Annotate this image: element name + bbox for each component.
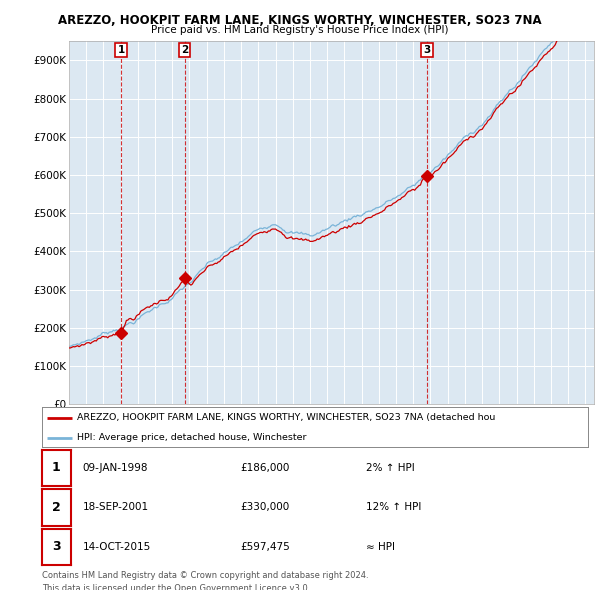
Text: Contains HM Land Registry data © Crown copyright and database right 2024.: Contains HM Land Registry data © Crown c… — [42, 571, 368, 580]
Text: 2: 2 — [52, 501, 61, 514]
Text: 14-OCT-2015: 14-OCT-2015 — [83, 542, 151, 552]
Text: 2: 2 — [181, 45, 188, 55]
Text: 1: 1 — [52, 461, 61, 474]
Text: £186,000: £186,000 — [240, 463, 289, 473]
Text: AREZZO, HOOKPIT FARM LANE, KINGS WORTHY, WINCHESTER, SO23 7NA (detached hou: AREZZO, HOOKPIT FARM LANE, KINGS WORTHY,… — [77, 413, 496, 422]
Text: ≈ HPI: ≈ HPI — [366, 542, 395, 552]
Text: 3: 3 — [52, 540, 61, 553]
Text: £330,000: £330,000 — [240, 503, 289, 512]
Text: 1: 1 — [118, 45, 125, 55]
Text: Price paid vs. HM Land Registry's House Price Index (HPI): Price paid vs. HM Land Registry's House … — [151, 25, 449, 35]
Text: 09-JAN-1998: 09-JAN-1998 — [83, 463, 148, 473]
Text: £597,475: £597,475 — [240, 542, 290, 552]
Text: 2% ↑ HPI: 2% ↑ HPI — [366, 463, 415, 473]
Text: 3: 3 — [423, 45, 430, 55]
Text: 18-SEP-2001: 18-SEP-2001 — [83, 503, 149, 512]
Text: 12% ↑ HPI: 12% ↑ HPI — [366, 503, 421, 512]
Text: HPI: Average price, detached house, Winchester: HPI: Average price, detached house, Winc… — [77, 433, 307, 442]
Text: This data is licensed under the Open Government Licence v3.0.: This data is licensed under the Open Gov… — [42, 584, 310, 590]
Text: AREZZO, HOOKPIT FARM LANE, KINGS WORTHY, WINCHESTER, SO23 7NA: AREZZO, HOOKPIT FARM LANE, KINGS WORTHY,… — [58, 14, 542, 27]
